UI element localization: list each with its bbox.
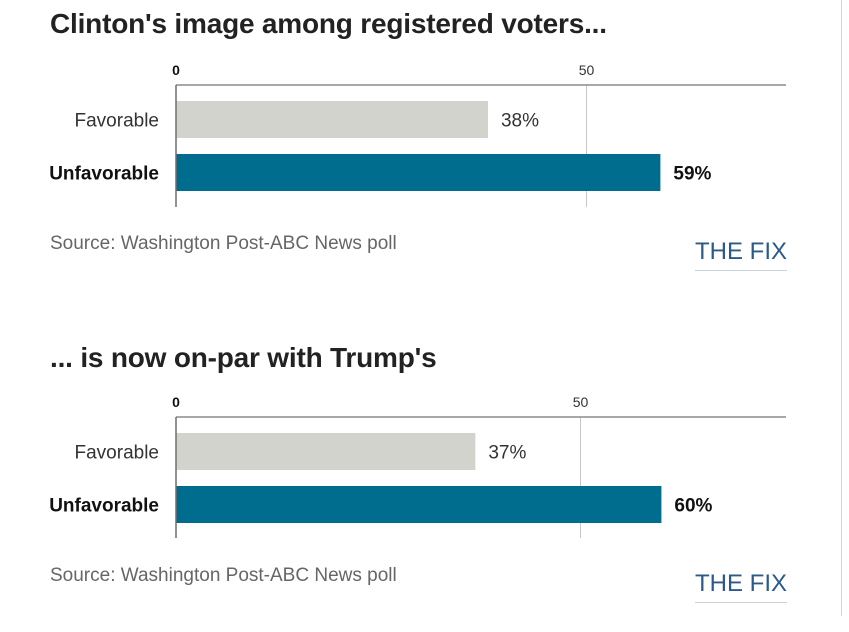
category-label: Unfavorable (49, 164, 159, 185)
x-tick-label: 0 (172, 62, 180, 78)
source-note: Source: Washington Post-ABC News poll (50, 233, 397, 254)
bar-unfavorable (176, 486, 662, 523)
source-note: Source: Washington Post-ABC News poll (50, 565, 397, 586)
category-label: Favorable (75, 443, 160, 464)
bar-favorable (176, 433, 476, 470)
value-label: 37% (488, 443, 526, 464)
bar-chart: 0 50 Favorable 38% Unfavorable 59% (49, 62, 786, 207)
x-tick-label: 50 (579, 62, 595, 78)
category-label: Unfavorable (49, 496, 159, 517)
the-fix-link[interactable]: THE FIX (694, 570, 787, 603)
bar-chart: 0 50 Favorable 37% Unfavorable 60% (49, 394, 786, 538)
bar-unfavorable (176, 154, 661, 191)
value-label: 38% (501, 111, 539, 132)
page-right-border (841, 0, 842, 616)
value-label: 59% (673, 164, 711, 185)
chart-panel-trump: ... is now on-par with Trump's 0 50 Favora… (0, 332, 849, 632)
x-tick-label: 0 (172, 394, 180, 410)
the-fix-link[interactable]: THE FIX (694, 238, 787, 271)
chart-title: ... is now on-par with Trump's (50, 342, 437, 373)
bar-favorable (176, 101, 488, 138)
chart-title: Clinton's image among registered voters.… (50, 8, 607, 39)
value-label: 60% (674, 496, 712, 517)
category-label: Favorable (75, 111, 160, 132)
chart-panel-clinton: Clinton's image among registered voters.… (0, 0, 849, 300)
x-tick-label: 50 (573, 394, 589, 410)
